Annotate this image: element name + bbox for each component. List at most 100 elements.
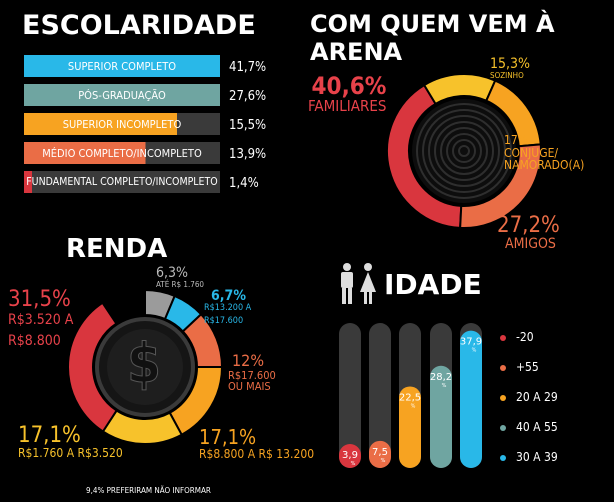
arena-conjuge-label1: CONJUGE/: [504, 145, 559, 160]
idade-bar-value: 3,9: [342, 450, 358, 461]
edu-bar-label: PÓS-GRADUAÇÃO: [78, 88, 166, 102]
idade-bar-track: [339, 323, 361, 468]
arena-target-ring: [434, 121, 494, 181]
idade-bar-unit: %: [442, 383, 447, 389]
legend-label: 40 A 55: [516, 420, 558, 434]
legend-dot: [500, 394, 506, 401]
renda-s4-l2: OU MAIS: [228, 380, 271, 394]
renda-label-s6: 17,1% R$1.760 A R$3.520: [18, 424, 123, 460]
arena-label-conjuge: 17% CONJUGE/ NAMORADO(A): [504, 134, 584, 172]
arena-familiares-value: 40,6%: [311, 72, 387, 100]
edu-bar-fundamental: FUNDAMENTAL COMPLETO/INCOMPLETO: [24, 171, 220, 193]
renda-s5-value: 17,1%: [199, 425, 257, 449]
arena-title: COM QUEM VEM À ARENA: [310, 10, 555, 66]
arena-conjuge-label2: NAMORADO(A): [504, 158, 585, 173]
legend-dot: [500, 424, 506, 431]
legend-item-40a55: 40 A 55: [500, 421, 558, 434]
renda-s2-value: 6,3%: [156, 265, 188, 281]
edu-bar-value: 1,4%: [229, 176, 259, 191]
people-icon: [336, 262, 380, 306]
arena-target-ring: [416, 103, 512, 199]
renda-s3-l1: R$13.200 A: [204, 302, 252, 313]
arena-amigos-label: AMIGOS: [505, 236, 556, 253]
legend-label: 30 A 39: [516, 450, 558, 464]
idade-bar-unit: %: [472, 348, 477, 354]
arena-label-sozinho: 15,3% SOZINHO: [490, 57, 530, 80]
renda-coin: [107, 329, 183, 405]
legend-dot: [500, 364, 506, 371]
legend-dot: [500, 334, 506, 341]
renda-s3-value: 6,7%: [211, 288, 246, 304]
edu-bar-medio: MÉDIO COMPLETO/INCOMPLETO: [24, 142, 220, 164]
legend-label: 20 A 29: [516, 390, 558, 404]
arena-target-ring: [440, 127, 488, 175]
renda-s6-value: 17,1%: [18, 423, 81, 448]
arena-target-ring: [446, 133, 482, 169]
renda-s3-l2: R$17.600: [204, 316, 244, 327]
idade-bar-fill: [399, 386, 421, 468]
renda-label-s1: 31,5% R$3.520 A R$8.800: [8, 288, 73, 348]
escolaridade-title: ESCOLARIDADE: [22, 10, 256, 41]
arena-target-ring: [428, 115, 500, 187]
edu-bar-value: 27,6%: [229, 89, 267, 104]
idade-bar-value: 22,5: [399, 392, 421, 403]
arena-familiares-label: FAMILIARES: [308, 97, 387, 116]
renda-title: RENDA: [66, 234, 168, 264]
arena-sozinho-value: 15,3%: [490, 56, 531, 72]
legend-item-20a29: 20 A 29: [500, 391, 558, 404]
idade-bar-fill: [460, 330, 482, 468]
edu-bar-label: SUPERIOR INCOMPLETO: [62, 117, 182, 131]
idade-bar-value: 37,9: [460, 337, 482, 348]
renda-label-s5: 17,1% R$8.800 A R$ 13.200: [199, 427, 314, 461]
idade-bar-fill: [369, 440, 391, 468]
renda-note: 9,4% PREFERIRAM NÃO INFORMAR: [86, 486, 211, 495]
arena-slice-3: [459, 143, 542, 229]
renda-label-s3: 6,7% R$13.200 A R$17.600: [204, 289, 251, 327]
legend-item-mais55: +55: [500, 361, 539, 374]
renda-s1-value: 31,5%: [8, 287, 71, 312]
edu-bar-label: FUNDAMENTAL COMPLETO/INCOMPLETO: [26, 176, 218, 188]
idade-bar-unit: %: [351, 461, 356, 467]
idade-bar-value: 28,2: [430, 372, 452, 383]
arena-amigos-value: 27,2%: [497, 213, 560, 238]
edu-bar-value: 15,5%: [229, 118, 267, 133]
edu-bar-value: 13,9%: [229, 147, 267, 162]
idade-bar-unit: %: [381, 458, 386, 464]
arena-center-target: [412, 99, 516, 203]
edu-bar-value: 41,7%: [229, 60, 267, 75]
idade-bar-track: [369, 323, 391, 468]
arena-sozinho-label: SOZINHO: [490, 70, 524, 80]
idade-bar-value: 7,5: [372, 447, 388, 458]
renda-s4-l1: R$17.600: [228, 368, 276, 382]
idade-bar-unit: %: [411, 403, 416, 409]
idade-title: IDADE: [384, 268, 482, 301]
arena-target-ring: [458, 145, 470, 157]
arena-target-ring: [452, 139, 476, 163]
arena-label-amigos: 27,2% AMIGOS: [497, 214, 560, 252]
renda-s2-l1: ATÉ R$ 1.760: [156, 279, 204, 289]
edu-bar-label: MÉDIO COMPLETO/INCOMPLETO: [42, 146, 202, 160]
renda-label-s4: 12% R$17.600 OU MAIS: [228, 352, 276, 394]
renda-label-s2: 6,3% ATÉ R$ 1.760: [156, 266, 204, 289]
renda-s1-l1: R$3.520 A: [8, 312, 74, 329]
renda-s5-l1: R$8.800 A R$ 13.200: [199, 447, 315, 461]
legend-item-30a39: 30 A 39: [500, 451, 558, 464]
legend-label: -20: [516, 330, 534, 344]
edu-bar-superior-completo: SUPERIOR COMPLETO: [24, 55, 220, 77]
arena-conjuge-value: 17%: [504, 133, 528, 147]
arena-label-familiares: 40,6% FAMILIARES: [308, 72, 387, 116]
edu-bar-pos-graduacao: PÓS-GRADUAÇÃO: [24, 84, 220, 106]
edu-bar-superior-incompleto: SUPERIOR INCOMPLETO: [24, 113, 220, 135]
renda-s6-l1: R$1.760 A R$3.520: [18, 446, 123, 461]
idade-bar-fill: [430, 365, 452, 468]
renda-s1-l2: R$8.800: [8, 332, 61, 349]
legend-label: +55: [516, 360, 539, 374]
idade-bar-fill: [339, 444, 361, 468]
edu-bar-label: SUPERIOR COMPLETO: [67, 59, 177, 73]
dollar-icon: $: [127, 332, 162, 396]
legend-item-menos20: -20: [500, 331, 534, 344]
renda-slice-5: [67, 301, 118, 433]
